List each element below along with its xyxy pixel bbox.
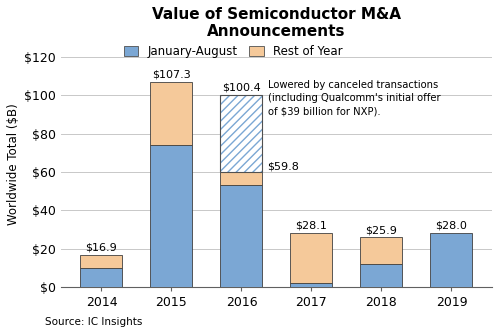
Bar <box>360 264 403 287</box>
Bar <box>80 268 122 287</box>
Bar <box>80 255 122 268</box>
Bar <box>221 186 262 287</box>
Bar <box>221 95 262 172</box>
Bar <box>431 233 473 287</box>
Bar <box>290 283 332 287</box>
Text: $25.9: $25.9 <box>365 225 397 235</box>
Bar <box>221 172 262 186</box>
Bar <box>151 82 193 145</box>
Text: $16.9: $16.9 <box>85 242 117 252</box>
Bar <box>151 145 193 287</box>
Bar <box>360 237 403 264</box>
Text: Lowered by canceled transactions
(including Qualcomm's initial offer
of $39 bill: Lowered by canceled transactions (includ… <box>268 80 441 116</box>
Text: $100.4: $100.4 <box>222 83 261 92</box>
Text: $28.1: $28.1 <box>295 221 327 231</box>
Legend: January-August, Rest of Year: January-August, Rest of Year <box>124 45 343 58</box>
Text: Source: IC Insights: Source: IC Insights <box>45 317 142 327</box>
Y-axis label: Worldwide Total ($B): Worldwide Total ($B) <box>7 104 20 225</box>
Text: $59.8: $59.8 <box>266 162 298 171</box>
Text: $107.3: $107.3 <box>152 69 191 79</box>
Title: Value of Semiconductor M&A
Announcements: Value of Semiconductor M&A Announcements <box>152 7 401 39</box>
Bar <box>290 233 332 283</box>
Bar <box>221 95 262 172</box>
Text: $28.0: $28.0 <box>436 221 468 231</box>
